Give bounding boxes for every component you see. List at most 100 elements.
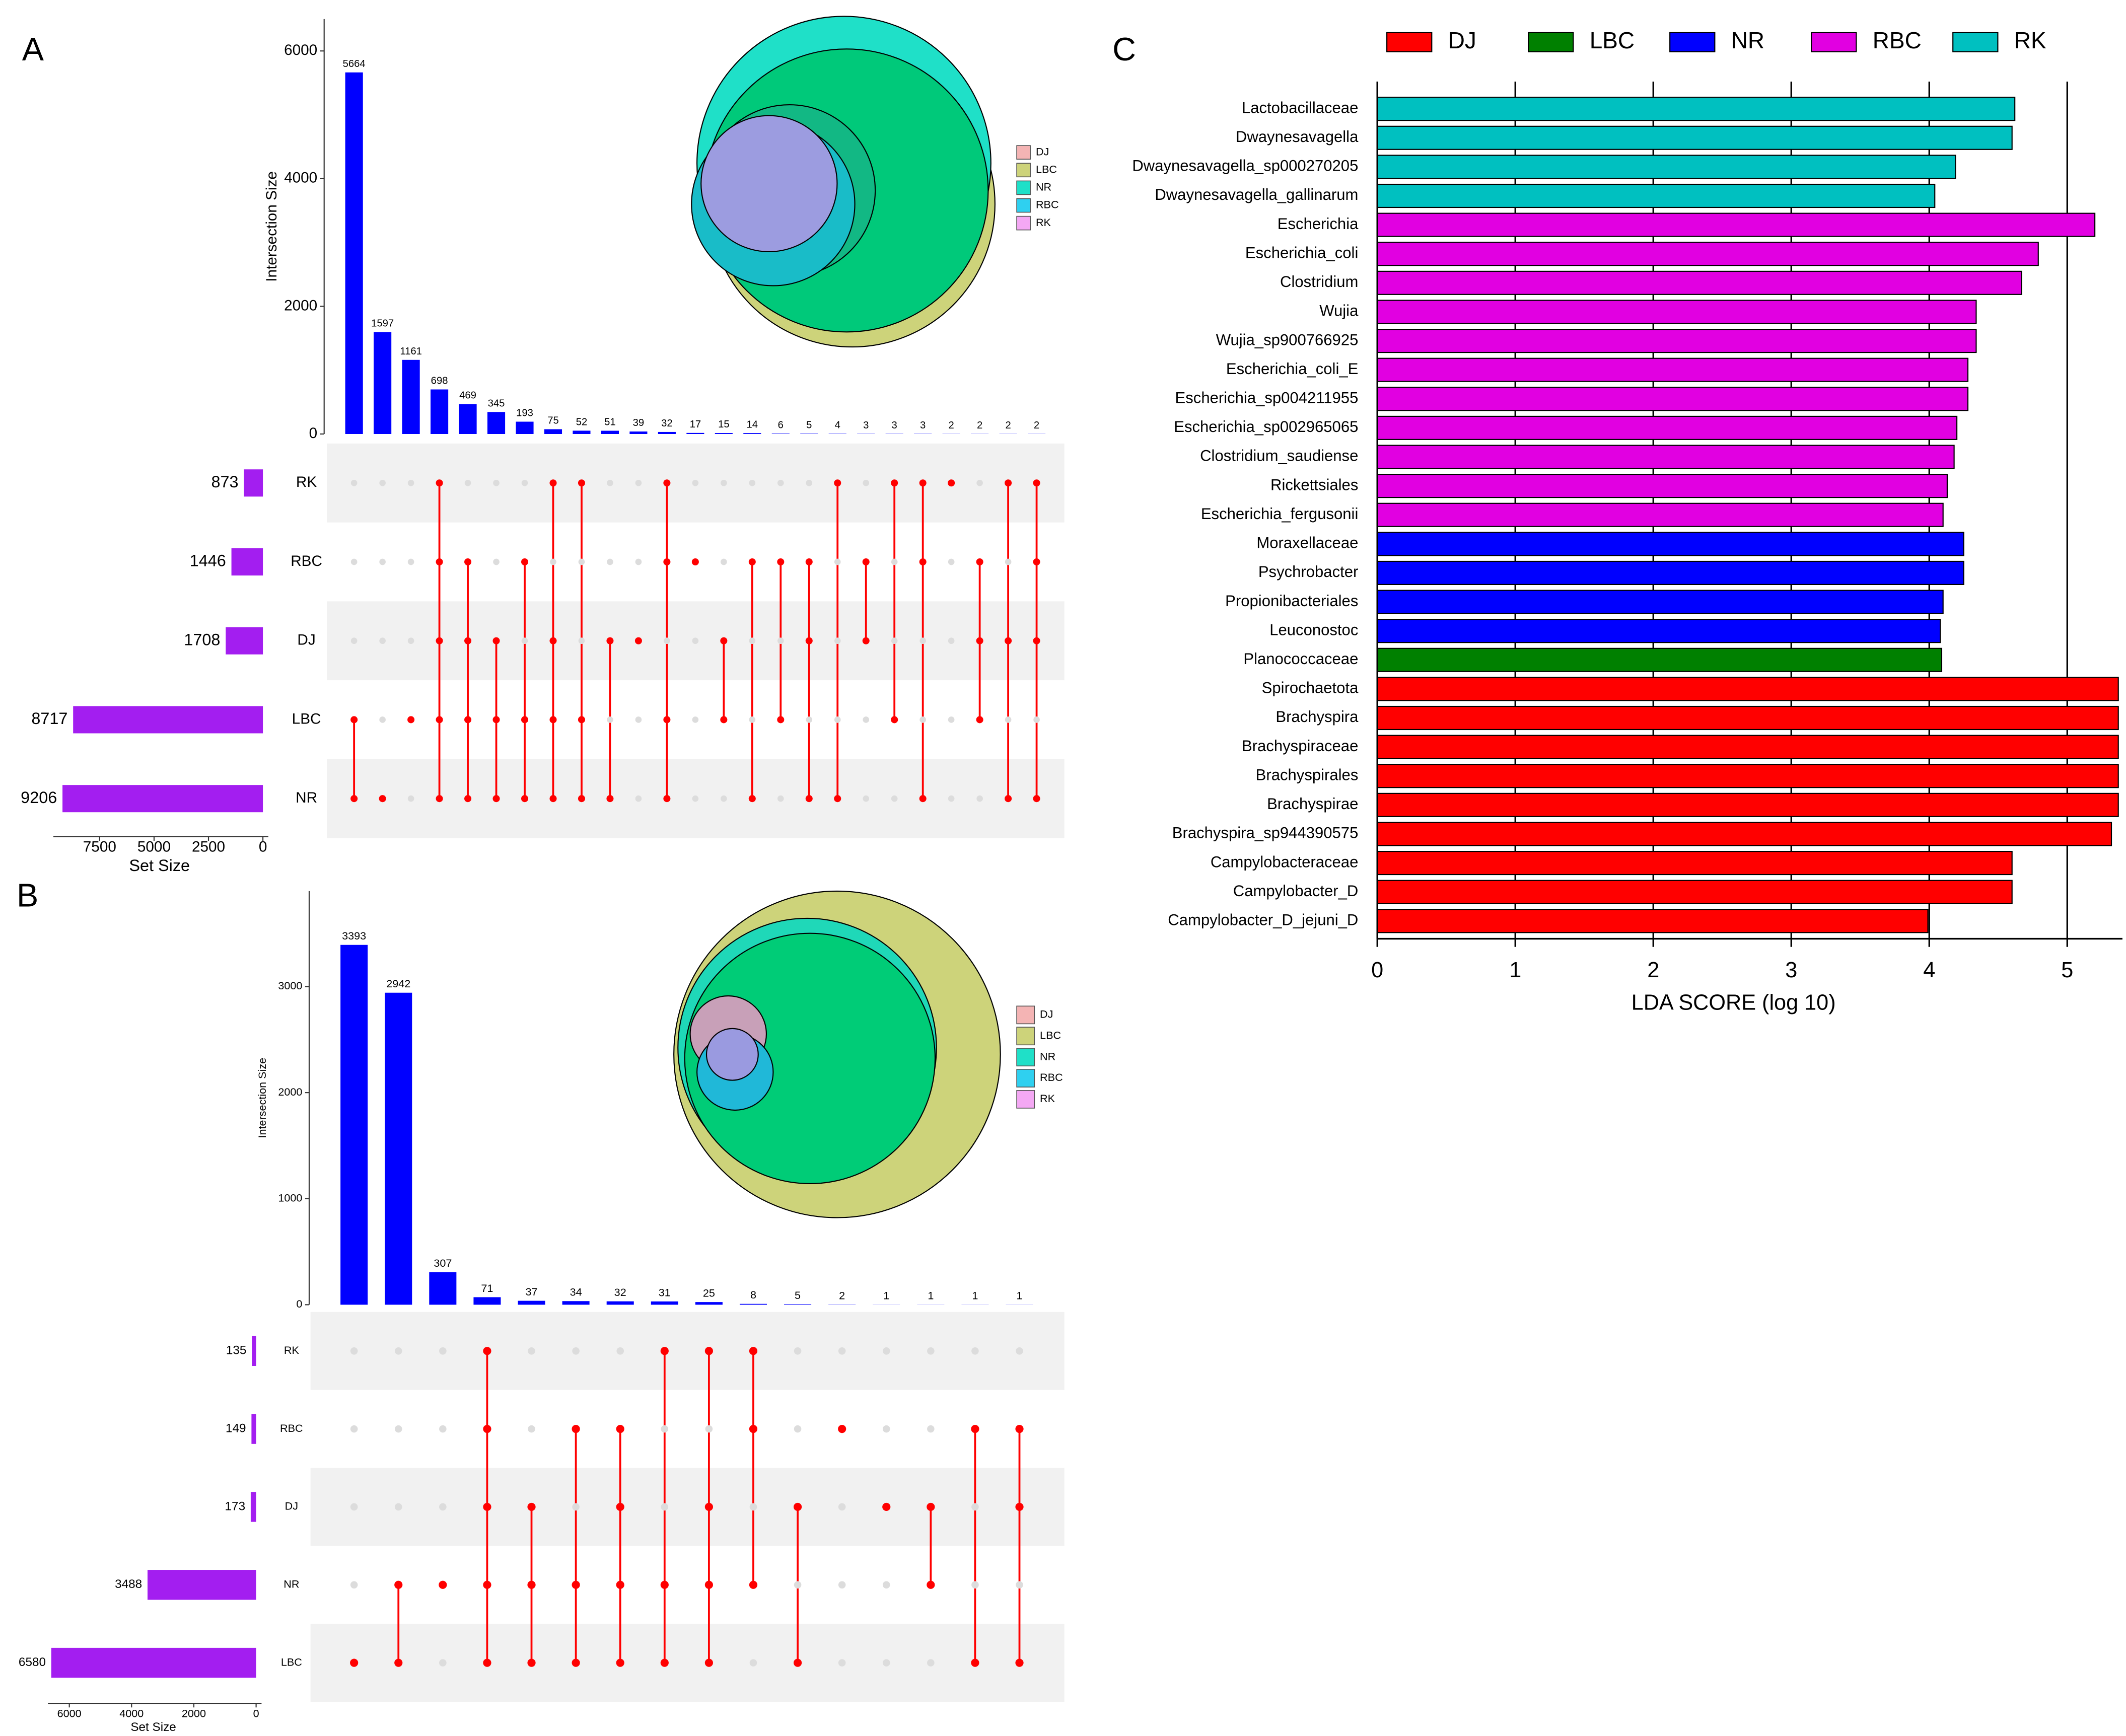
membership-dot	[350, 795, 358, 803]
lda-bar	[1377, 590, 1944, 614]
venn-legend-swatch	[1016, 1027, 1035, 1046]
category-label: Campylobacteraceae	[1211, 853, 1359, 871]
membership-dot	[578, 795, 585, 803]
intersection-count: 1	[1017, 1289, 1023, 1302]
intersection-bar	[771, 433, 790, 434]
membership-dot	[439, 1580, 447, 1589]
category-label: Escherichia_sp002965065	[1174, 418, 1358, 436]
intersection-bar	[374, 332, 392, 434]
set-tick-label: 4000	[119, 1707, 144, 1719]
membership-dot	[927, 1502, 935, 1511]
category-label: Rickettsiales	[1270, 476, 1358, 493]
intersection-count: 1161	[400, 346, 422, 357]
membership-dot	[794, 1581, 802, 1589]
membership-dot	[407, 716, 415, 724]
lda-bar	[1377, 300, 1977, 324]
membership-dot	[483, 1580, 491, 1589]
membership-dot	[379, 479, 386, 486]
intersection-count: 1	[883, 1289, 889, 1302]
intersection-count: 5664	[343, 58, 366, 69]
membership-dot	[436, 637, 443, 644]
membership-dot	[394, 1425, 402, 1433]
y-tick-label: 2000	[278, 1086, 302, 1098]
membership-dot	[882, 1581, 890, 1589]
venn-legend-label: NR	[1036, 181, 1051, 193]
membership-dot	[1015, 1658, 1024, 1667]
membership-dot	[927, 1580, 935, 1589]
intersection-count: 37	[525, 1285, 537, 1298]
intersection-count: 4	[835, 420, 840, 431]
membership-dot	[549, 795, 557, 803]
set-size-bar	[252, 1336, 256, 1366]
venn-legend-swatch	[1016, 1090, 1035, 1109]
lda-bar	[1377, 387, 1969, 411]
membership-dot	[350, 1658, 359, 1667]
intersection-count: 5	[806, 420, 812, 431]
intersection-bar	[573, 430, 591, 434]
venn-circle	[705, 1028, 759, 1081]
legend-swatch	[1528, 32, 1574, 52]
category-label: Campylobacter_D	[1233, 882, 1359, 900]
intersection-count: 32	[661, 418, 673, 429]
set-size-bar	[250, 1492, 256, 1522]
membership-dot	[572, 1347, 580, 1355]
set-size-label: 1708	[184, 630, 220, 648]
membership-dot	[971, 1658, 979, 1667]
membership-dot	[1015, 1502, 1024, 1511]
membership-dot	[578, 637, 585, 644]
membership-dot	[1005, 637, 1012, 644]
membership-dot	[607, 716, 613, 723]
membership-dot	[805, 637, 813, 644]
membership-dot	[692, 795, 699, 802]
venn-legend-swatch	[1016, 163, 1031, 178]
lda-bar	[1377, 183, 1936, 208]
membership-dot	[661, 1503, 669, 1511]
venn-legend-label: RK	[1036, 216, 1051, 229]
membership-dot	[838, 1425, 846, 1433]
membership-dot	[483, 1502, 491, 1511]
membership-dot	[1005, 716, 1012, 723]
membership-dot	[616, 1425, 624, 1433]
intersection-count: 31	[659, 1286, 671, 1298]
lda-bar	[1377, 560, 1964, 585]
membership-dot	[350, 558, 358, 565]
membership-dot	[549, 637, 557, 644]
membership-dot	[492, 795, 500, 803]
panel-label: A	[22, 31, 44, 67]
membership-dot	[439, 1347, 447, 1355]
intersection-count: 8	[750, 1288, 756, 1301]
set-size-label: 1446	[190, 552, 226, 570]
legend-swatch	[1669, 32, 1716, 52]
membership-dot	[948, 558, 955, 565]
membership-dot	[720, 716, 728, 724]
membership-dot	[407, 558, 414, 565]
intersection-bar	[651, 1301, 678, 1305]
membership-dot	[749, 1347, 758, 1355]
membership-dot	[661, 1425, 669, 1433]
category-label: Escherichia_coli	[1245, 244, 1358, 261]
membership-dot	[919, 479, 927, 487]
membership-dot	[971, 1347, 979, 1355]
membership-dot	[521, 716, 529, 724]
membership-dot	[660, 1347, 669, 1355]
category-label: Leuconostoc	[1269, 621, 1358, 638]
intersection-bar	[516, 421, 534, 434]
category-label: Escherichia_coli_E	[1226, 360, 1358, 378]
membership-dot	[882, 1502, 891, 1511]
membership-dot	[1005, 795, 1012, 803]
venn-b	[673, 890, 1001, 1218]
venn-legend-swatch	[1016, 1069, 1035, 1088]
membership-dot	[394, 1503, 402, 1511]
membership-dot	[948, 479, 955, 487]
membership-dot	[493, 479, 500, 486]
membership-dot	[749, 716, 756, 723]
set-size-label: 173	[225, 1499, 246, 1513]
lda-bar	[1377, 415, 1958, 440]
set-name: DJ	[285, 1500, 298, 1512]
membership-dot	[436, 795, 443, 803]
membership-dot	[704, 1658, 713, 1667]
membership-dot	[464, 479, 471, 486]
intersection-bar	[544, 429, 562, 434]
venn-legend-swatch	[1016, 215, 1031, 231]
y-tick-label: 6000	[284, 42, 317, 58]
